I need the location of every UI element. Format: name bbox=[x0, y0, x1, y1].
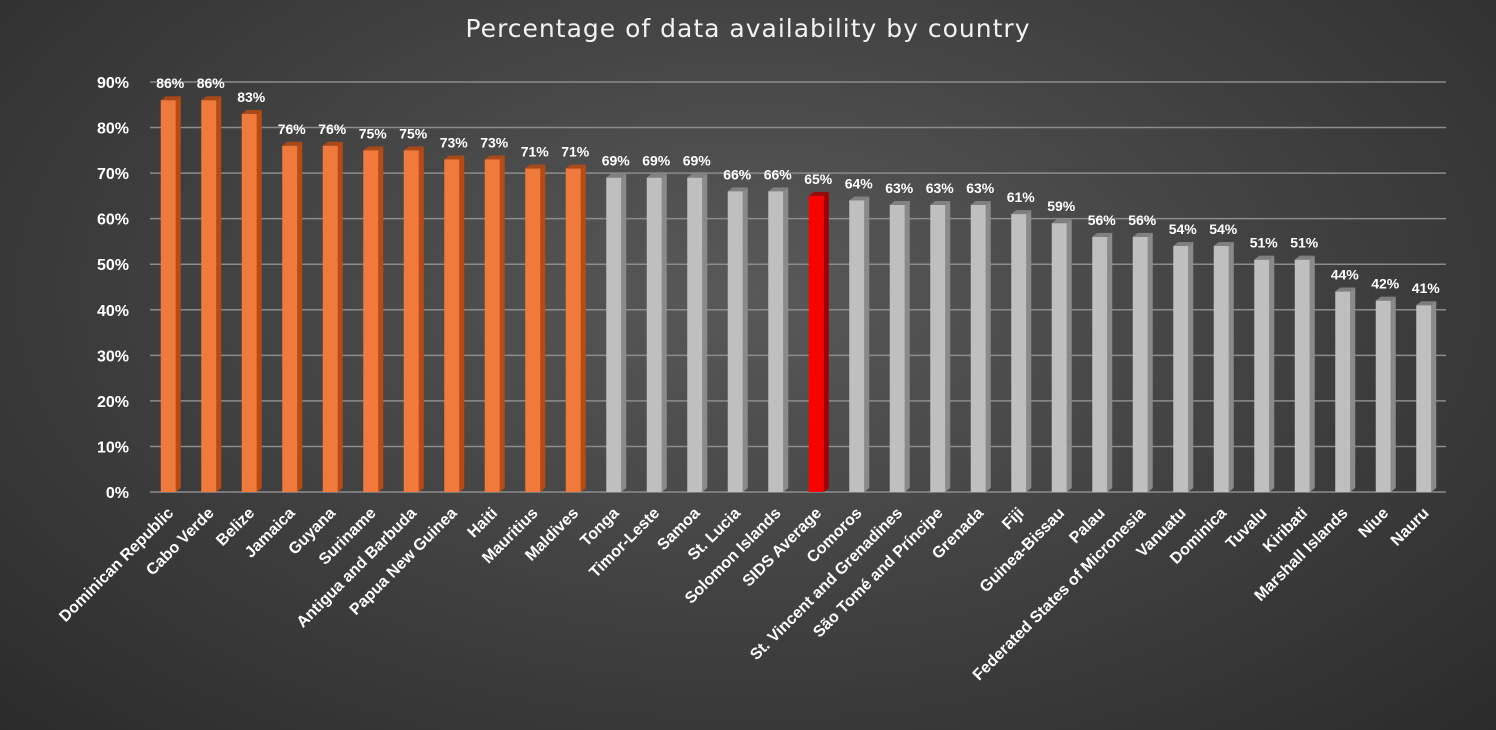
bar bbox=[849, 196, 870, 492]
bar bbox=[201, 96, 222, 492]
data-label: 69% bbox=[602, 153, 631, 169]
bar bbox=[1132, 232, 1153, 492]
bar bbox=[606, 173, 627, 492]
y-tick-label: 70% bbox=[97, 166, 129, 183]
data-label: 65% bbox=[804, 171, 833, 187]
y-tick-label: 90% bbox=[97, 75, 129, 92]
x-tick-label: Haiti bbox=[465, 505, 502, 542]
chart-title: Percentage of data availability by count… bbox=[465, 14, 1031, 43]
data-label: 54% bbox=[1169, 221, 1198, 237]
x-tick-label: Federated States of Micronesia bbox=[970, 505, 1149, 684]
data-label: 71% bbox=[561, 144, 590, 160]
bar bbox=[1173, 242, 1194, 492]
data-label: 64% bbox=[845, 175, 874, 191]
bar bbox=[403, 146, 424, 493]
bar bbox=[1092, 232, 1113, 492]
data-label: 54% bbox=[1209, 221, 1238, 237]
data-label: 42% bbox=[1371, 276, 1400, 292]
bar bbox=[241, 109, 262, 492]
y-tick-label: 60% bbox=[97, 212, 129, 229]
x-tick-label: Niue bbox=[1356, 505, 1393, 542]
bar bbox=[444, 155, 465, 492]
data-label: 69% bbox=[683, 153, 712, 169]
data-label: 44% bbox=[1331, 267, 1360, 283]
data-label: 86% bbox=[197, 75, 226, 91]
y-tick-label: 30% bbox=[97, 348, 129, 365]
bar bbox=[322, 141, 343, 492]
data-label: 75% bbox=[399, 125, 428, 141]
data-label: 71% bbox=[521, 144, 550, 160]
bar bbox=[970, 201, 991, 492]
bar bbox=[808, 191, 829, 492]
bar bbox=[565, 164, 586, 493]
data-label: 73% bbox=[480, 134, 509, 150]
data-label: 63% bbox=[885, 180, 914, 196]
y-tick-label: 0% bbox=[106, 485, 129, 502]
data-label: 61% bbox=[1007, 189, 1036, 205]
bar bbox=[160, 96, 181, 492]
bar bbox=[1294, 255, 1315, 492]
y-tick-label: 50% bbox=[97, 257, 129, 274]
x-tick-label: Fiji bbox=[999, 505, 1027, 533]
data-label: 56% bbox=[1088, 212, 1117, 228]
data-label: 59% bbox=[1047, 198, 1076, 214]
data-label: 63% bbox=[966, 180, 995, 196]
bar bbox=[1416, 301, 1437, 492]
y-tick-label: 40% bbox=[97, 303, 129, 320]
y-tick-label: 10% bbox=[97, 439, 129, 456]
data-label: 83% bbox=[237, 89, 266, 105]
bar bbox=[484, 155, 505, 492]
data-label: 86% bbox=[156, 75, 185, 91]
bar bbox=[1335, 287, 1356, 492]
x-tick-label: Nauru bbox=[1388, 505, 1433, 550]
bar bbox=[1051, 219, 1072, 492]
bar bbox=[1254, 255, 1275, 492]
bar bbox=[1213, 242, 1234, 492]
bar bbox=[525, 164, 546, 493]
data-label: 51% bbox=[1250, 235, 1279, 251]
data-label: 76% bbox=[278, 121, 307, 137]
y-tick-label: 20% bbox=[97, 394, 129, 411]
bar bbox=[646, 173, 667, 492]
data-label: 75% bbox=[359, 125, 388, 141]
data-label: 66% bbox=[723, 166, 752, 182]
data-label: 73% bbox=[440, 134, 469, 150]
bar bbox=[1375, 296, 1396, 492]
data-label: 63% bbox=[926, 180, 955, 196]
bar bbox=[1011, 210, 1032, 492]
data-label: 51% bbox=[1290, 235, 1319, 251]
bar bbox=[930, 201, 951, 492]
data-label: 69% bbox=[642, 153, 671, 169]
data-label: 41% bbox=[1412, 280, 1441, 296]
bar bbox=[687, 173, 708, 492]
bar bbox=[363, 146, 384, 493]
y-tick-label: 80% bbox=[97, 121, 129, 138]
data-label: 56% bbox=[1128, 212, 1157, 228]
bar bbox=[889, 201, 910, 492]
bar bbox=[727, 187, 748, 493]
bar bbox=[768, 187, 789, 493]
data-label: 66% bbox=[764, 166, 793, 182]
bar bbox=[282, 141, 303, 492]
data-label: 76% bbox=[318, 121, 347, 137]
